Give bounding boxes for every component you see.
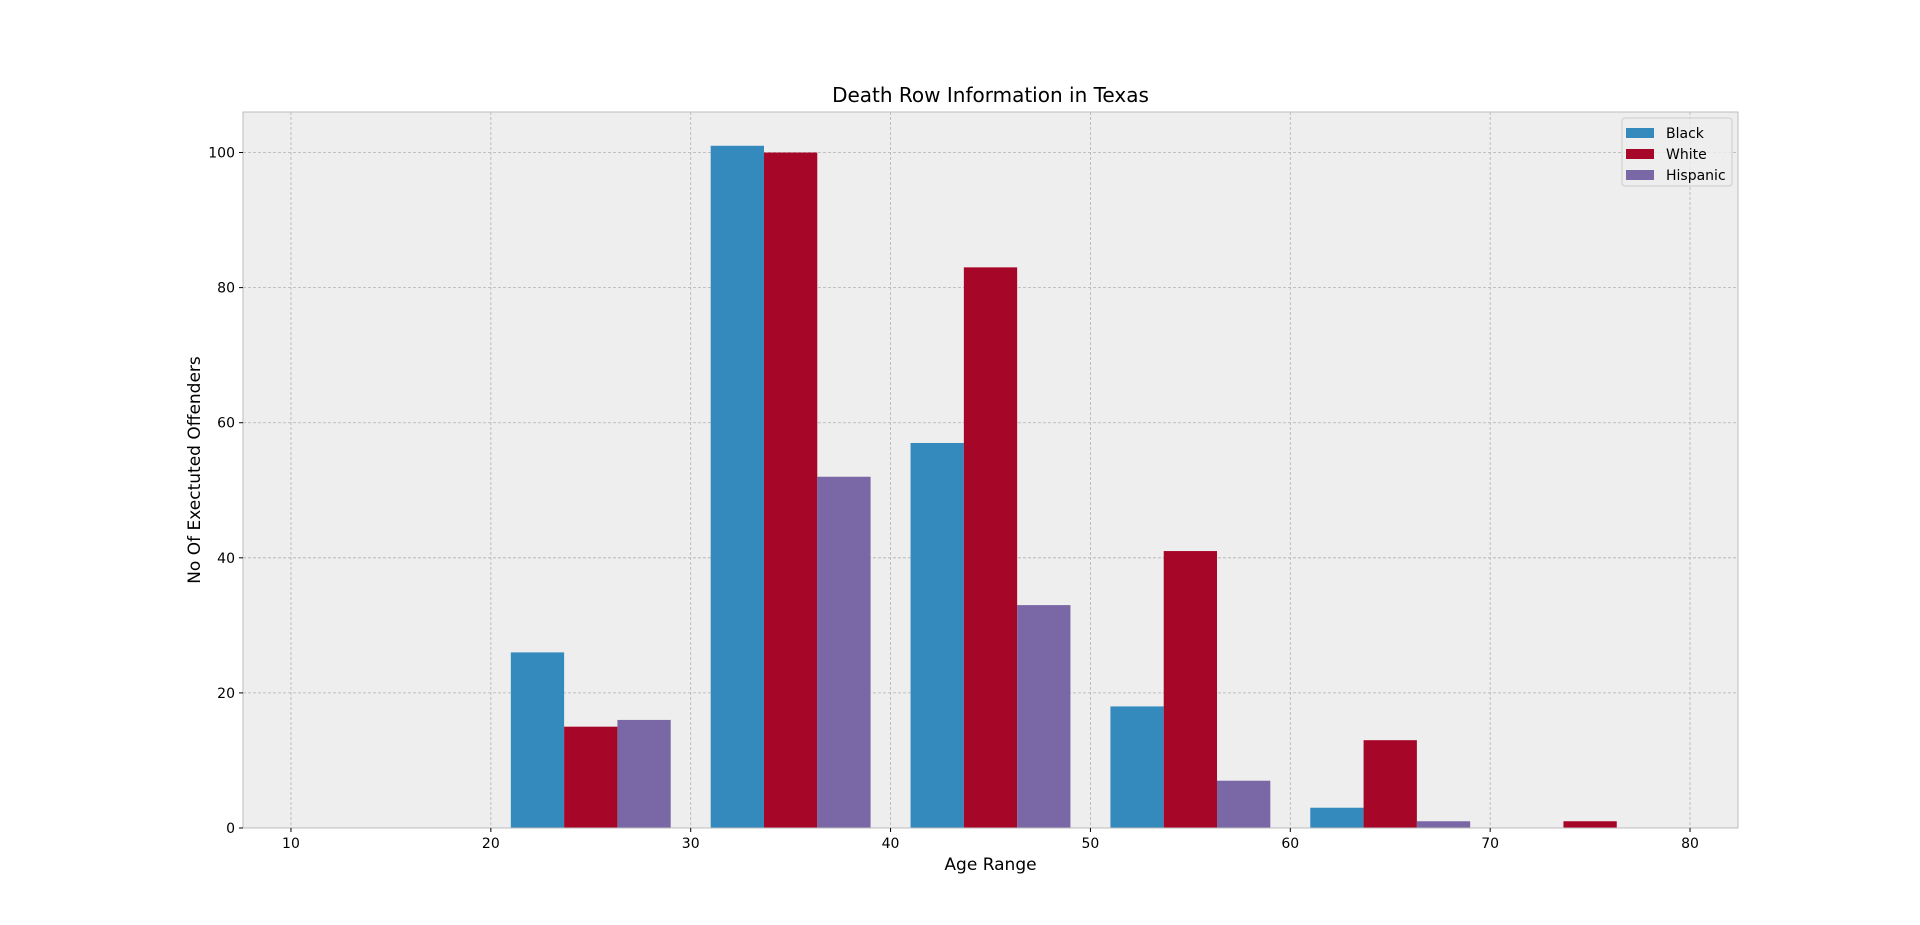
x-tick-label: 80 <box>1681 836 1699 852</box>
x-tick-label: 60 <box>1281 836 1299 852</box>
bar-hispanic <box>1416 821 1471 828</box>
y-axis-ticks: 0 20 40 60 80 100 <box>208 146 243 837</box>
x-tick-label: 70 <box>1481 836 1499 852</box>
x-tick-label: 40 <box>882 836 900 852</box>
bar-hispanic <box>617 719 671 828</box>
bar-black <box>1310 807 1364 828</box>
x-tick-label: 30 <box>682 836 700 852</box>
plot-frame <box>242 111 1739 829</box>
bar-white <box>1163 551 1218 828</box>
y-tick-label: 20 <box>217 686 235 702</box>
y-tick-label: 80 <box>217 281 235 297</box>
legend-swatch-black <box>1626 128 1654 138</box>
legend: Black White Hispanic <box>1621 117 1733 187</box>
y-axis-label: No Of Exectuted Offenders <box>185 356 205 584</box>
bar-white <box>963 267 1018 828</box>
legend-swatch-hispanic <box>1626 170 1654 180</box>
bar-hispanic <box>1017 605 1071 828</box>
chart-title: Death Row Information in Texas <box>832 83 1149 107</box>
bar-white <box>763 152 818 828</box>
legend-label-hispanic: Hispanic <box>1666 168 1726 184</box>
legend-label-black: Black <box>1666 126 1705 142</box>
bars-group <box>510 145 1617 829</box>
y-tick-label: 0 <box>226 821 235 837</box>
x-axis-label: Age Range <box>944 855 1036 875</box>
x-tick-label: 20 <box>482 836 500 852</box>
bar-black <box>1110 706 1164 828</box>
legend-label-white: White <box>1666 147 1707 163</box>
x-axis-ticks: 10 20 30 40 50 60 70 80 <box>282 828 1699 852</box>
bar-white <box>1563 821 1617 828</box>
x-tick-label: 10 <box>282 836 300 852</box>
bar-black <box>910 442 964 828</box>
y-tick-label: 60 <box>217 416 235 432</box>
bar-white <box>564 726 618 828</box>
bar-hispanic <box>817 476 871 828</box>
bar-white <box>1363 740 1417 828</box>
x-tick-label: 50 <box>1082 836 1100 852</box>
y-tick-label: 100 <box>208 146 235 162</box>
bar-black <box>510 652 565 828</box>
legend-swatch-white <box>1626 149 1654 159</box>
y-tick-label: 40 <box>217 551 235 567</box>
bar-hispanic <box>1217 780 1271 828</box>
bar-black <box>710 145 764 829</box>
